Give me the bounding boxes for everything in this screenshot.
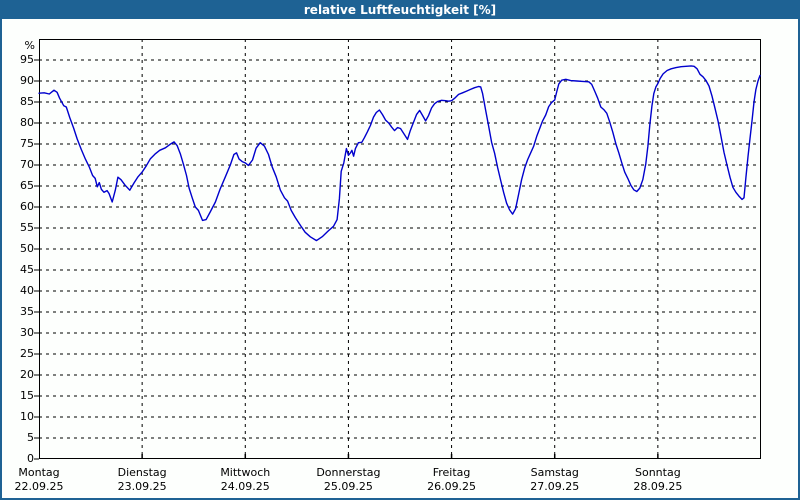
humidity-line [38, 65, 761, 242]
day-name-label: Donnerstag [316, 466, 381, 479]
day-date-label: 24.09.25 [220, 480, 270, 493]
y-tick-label: 50 [20, 242, 34, 255]
day-name-label: Mittwoch [220, 466, 271, 479]
y-tick-label: 35 [20, 305, 34, 318]
y-tick-label: 85 [20, 95, 34, 108]
day-name-label: Sonntag [634, 466, 681, 479]
y-tick-label: 0 [27, 452, 34, 465]
y-axis-unit-label: % [24, 39, 35, 52]
y-tick-label: 95 [20, 53, 34, 66]
y-tick-label: 65 [20, 179, 34, 192]
day-date-label: 28.09.25 [633, 480, 683, 493]
plot-frame [39, 39, 761, 459]
day-date-label: 27.09.25 [530, 480, 580, 493]
plot-svg [34, 39, 761, 460]
y-tick-label: 10 [20, 410, 34, 423]
y-tick-label: 75 [20, 137, 34, 150]
y-tick-label: 45 [20, 263, 34, 276]
y-tick-label: 70 [20, 158, 34, 171]
day-date-label: 22.09.25 [14, 480, 64, 493]
window-border-left [0, 0, 2, 500]
y-tick-label: 80 [20, 116, 34, 129]
y-tick-label: 5 [27, 431, 34, 444]
day-name-label: Freitag [432, 466, 471, 479]
y-tick-label: 40 [20, 284, 34, 297]
y-tick-label: 15 [20, 389, 34, 402]
window-border-right [798, 0, 800, 500]
y-tick-label: 60 [20, 200, 34, 213]
title-bar: relative Luftfeuchtigkeit [%] [0, 0, 800, 19]
window-border-bottom [0, 498, 800, 500]
y-tick-label: 20 [20, 368, 34, 381]
day-date-label: 25.09.25 [323, 480, 373, 493]
day-date-label: 26.09.25 [427, 480, 477, 493]
chart-title: relative Luftfeuchtigkeit [%] [303, 2, 497, 17]
y-tick-label: 90 [20, 74, 34, 87]
day-name-label: Montag [18, 466, 60, 479]
day-date-label: 23.09.25 [117, 480, 167, 493]
y-tick-label: 30 [20, 326, 34, 339]
day-name-label: Samstag [530, 466, 579, 479]
y-tick-label: 25 [20, 347, 34, 360]
day-name-label: Dienstag [117, 466, 167, 479]
y-tick-label: 55 [20, 221, 34, 234]
